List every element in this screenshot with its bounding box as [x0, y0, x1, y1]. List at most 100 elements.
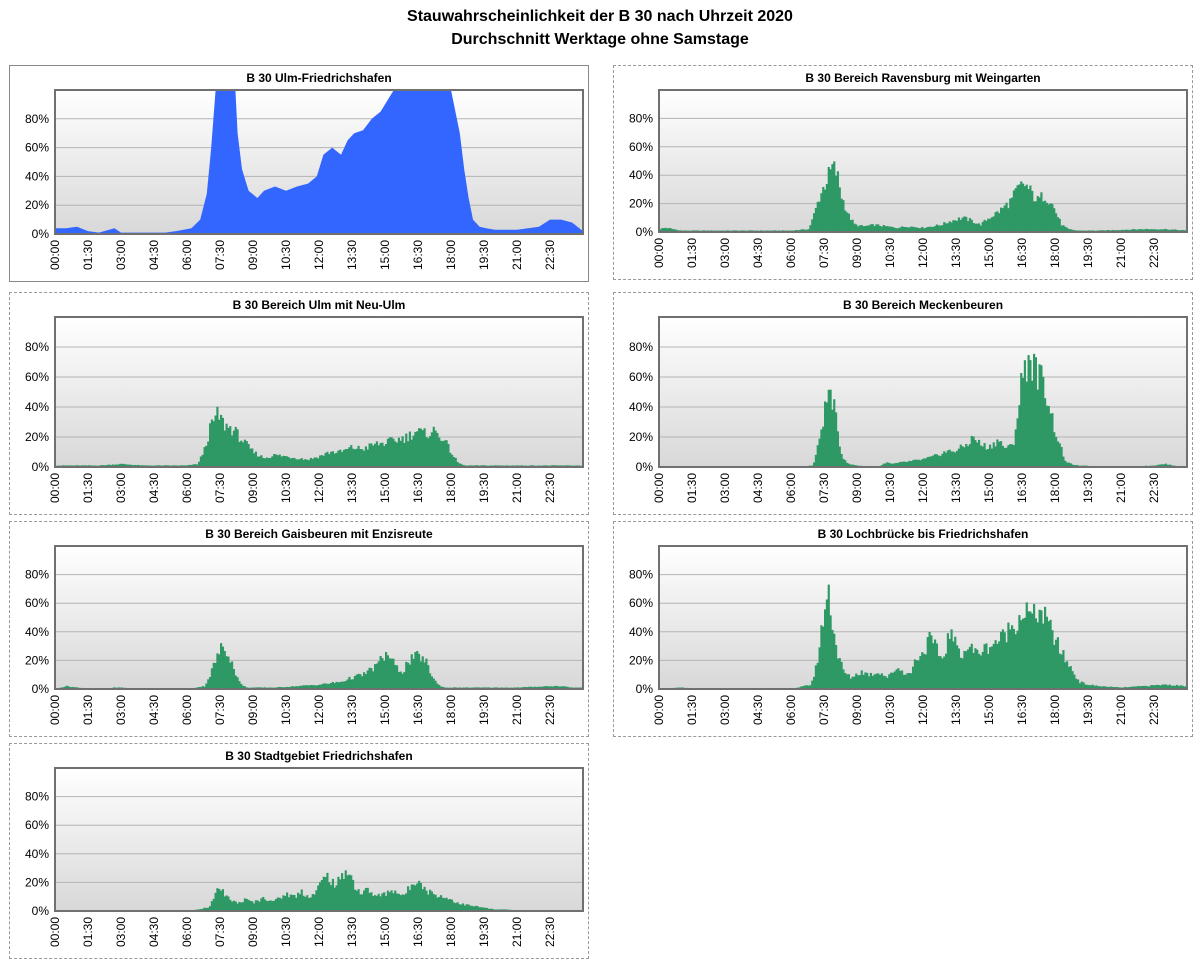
bar: [1143, 685, 1146, 689]
bar: [207, 907, 210, 911]
bar: [108, 464, 111, 467]
bar: [1097, 686, 1100, 689]
bar: [844, 673, 847, 689]
bar: [851, 464, 854, 467]
bar: [348, 676, 351, 689]
bar: [238, 441, 241, 467]
bar: [875, 224, 878, 232]
x-tick-label: 06:00: [784, 473, 798, 503]
bar: [533, 686, 536, 689]
bar: [467, 904, 470, 911]
bar: [1034, 618, 1038, 689]
bar: [825, 183, 829, 232]
bar: [965, 216, 968, 232]
bar: [1166, 229, 1170, 232]
x-tick-label: 06:00: [180, 695, 194, 725]
bar: [946, 223, 950, 232]
bar: [216, 653, 219, 689]
bar: [1020, 373, 1023, 467]
bar: [247, 444, 250, 467]
bar: [440, 686, 443, 689]
bar: [326, 872, 329, 911]
plot-area: [55, 317, 583, 467]
bar: [240, 440, 243, 467]
chart-svg-lochbruecke-friedrichshafen: B 30 Lochbrücke bis Friedrichshafen 0% 20%…: [629, 527, 1188, 725]
bar: [829, 389, 832, 467]
bar: [309, 897, 313, 911]
bar: [324, 452, 327, 467]
bar: [375, 441, 379, 467]
bar: [368, 443, 371, 467]
bar: [463, 905, 467, 911]
bar: [926, 226, 929, 232]
bar: [930, 226, 933, 232]
x-tick-label: 01:30: [81, 695, 95, 725]
bar: [1095, 685, 1098, 689]
bar: [998, 441, 1001, 467]
y-tick-label: 60%: [629, 140, 653, 154]
bar: [359, 894, 362, 911]
bar: [379, 655, 382, 689]
bar: [901, 670, 904, 689]
bar: [976, 649, 979, 689]
bar: [419, 883, 423, 911]
bar: [315, 685, 318, 689]
bar: [924, 458, 928, 467]
y-tick-label: 40%: [25, 169, 49, 183]
bar: [403, 442, 406, 467]
bar: [948, 221, 951, 232]
bar: [408, 431, 412, 467]
bar: [306, 459, 309, 467]
bar: [1170, 685, 1173, 689]
bar: [979, 445, 983, 467]
bar: [238, 901, 241, 911]
x-tick-label: 16:30: [411, 240, 425, 270]
bar: [1040, 610, 1043, 689]
bar: [491, 908, 494, 911]
bar: [1075, 678, 1078, 689]
bar: [1034, 201, 1038, 232]
bar: [353, 676, 357, 689]
bar: [895, 462, 898, 467]
bar: [802, 686, 805, 689]
bar: [1166, 685, 1170, 689]
bar: [1066, 661, 1069, 689]
bar: [414, 652, 417, 689]
bar: [1165, 463, 1168, 467]
bar: [1060, 654, 1063, 689]
bar: [1009, 444, 1012, 467]
x-tick-label: 00:00: [48, 917, 62, 947]
bar: [372, 445, 375, 467]
x-tick-label: 03:00: [718, 695, 732, 725]
bar: [344, 870, 347, 911]
bar: [913, 659, 917, 689]
bar: [212, 898, 215, 911]
bar: [544, 686, 547, 689]
bar: [397, 671, 401, 689]
bar: [1069, 229, 1072, 232]
y-tick-label: 40%: [25, 400, 49, 414]
bar: [335, 681, 338, 689]
bar: [998, 213, 1001, 232]
bar: [372, 671, 375, 689]
bar: [1155, 229, 1159, 232]
x-tick-label: 03:00: [114, 917, 128, 947]
bar: [275, 454, 278, 467]
bar: [934, 639, 937, 689]
bar: [432, 678, 435, 689]
bar: [1001, 208, 1005, 232]
bar: [961, 217, 964, 232]
bar: [849, 678, 852, 689]
bar: [824, 401, 827, 467]
bar: [287, 457, 291, 467]
chart-panel-meckenbeuren: B 30 Bereich Meckenbeuren 0% 20% 40% 60% 80% 0…: [613, 292, 1193, 515]
bar: [1025, 602, 1028, 689]
bar: [1055, 213, 1058, 232]
x-tick-label: 22:30: [1147, 238, 1161, 268]
bar: [813, 213, 816, 232]
bar: [1066, 227, 1069, 232]
bar: [1038, 197, 1041, 232]
bar: [1073, 674, 1076, 689]
bar: [386, 438, 390, 467]
bar: [260, 898, 263, 911]
